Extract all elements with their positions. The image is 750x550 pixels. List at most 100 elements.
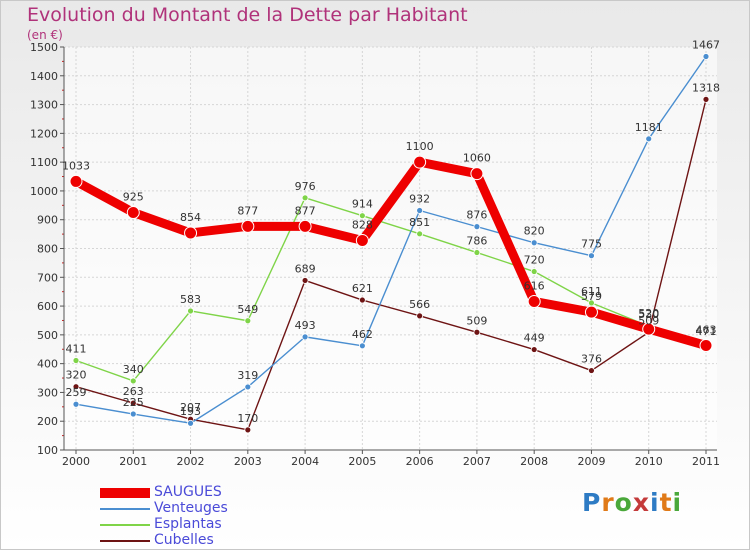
data-point-venteuges xyxy=(358,342,366,350)
data-label-venteuges: 1181 xyxy=(635,121,663,134)
data-label-esplantas: 583 xyxy=(180,293,201,306)
data-point-venteuges xyxy=(473,223,481,231)
data-label-venteuges: 259 xyxy=(66,386,87,399)
brand-logo: Proxiti xyxy=(582,488,682,517)
data-point-venteuges xyxy=(588,252,595,260)
data-point-saugues xyxy=(642,322,656,336)
y-tick-label: 1100 xyxy=(30,156,58,169)
data-point-venteuges xyxy=(702,53,710,60)
data-point-saugues xyxy=(413,155,427,169)
data-point-esplantas xyxy=(530,268,538,275)
data-point-venteuges xyxy=(416,207,424,214)
x-tick-label: 2011 xyxy=(692,455,720,468)
data-label-cubelles: 1318 xyxy=(692,81,720,94)
data-label-saugues: 616 xyxy=(524,279,545,292)
data-label-cubelles: 509 xyxy=(466,314,487,327)
data-label-cubelles: 509 xyxy=(638,314,659,327)
data-point-saugues xyxy=(470,167,484,181)
data-label-esplantas: 340 xyxy=(123,363,144,376)
data-label-saugues: 1060 xyxy=(463,152,491,165)
x-tick-label: 2002 xyxy=(177,455,205,468)
y-tick-label: 200 xyxy=(37,415,58,428)
data-label-venteuges: 1467 xyxy=(692,38,720,51)
series-line-venteuges xyxy=(75,55,707,424)
y-tick-label: 800 xyxy=(37,243,58,256)
series-lines xyxy=(69,53,713,434)
x-tick-label: 2004 xyxy=(291,455,319,468)
data-label-venteuges: 319 xyxy=(237,369,258,382)
data-point-saugues xyxy=(126,206,140,220)
legend-label-venteuges: Venteuges xyxy=(154,500,228,516)
data-label-saugues: 520 xyxy=(638,307,659,320)
data-label-cubelles: 449 xyxy=(524,332,545,345)
data-point-esplantas xyxy=(358,212,366,220)
data-labels: 1033 925 854 877 877 828 1100 1060 616 579 520 463 2… xyxy=(62,38,720,424)
data-point-venteuges xyxy=(72,400,80,408)
series-line-esplantas xyxy=(75,197,707,382)
brand-letter: i xyxy=(672,488,683,517)
data-label-cubelles: 689 xyxy=(295,262,316,275)
data-point-esplantas xyxy=(473,249,481,256)
y-tick-label: 300 xyxy=(37,386,58,399)
legend-label-saugues: SAUGUES xyxy=(154,484,222,500)
data-point-cubelles xyxy=(244,426,252,434)
brand-letter: P xyxy=(582,488,602,517)
data-label-esplantas: 851 xyxy=(409,216,430,229)
y-tick-label: 600 xyxy=(37,300,58,313)
data-label-venteuges: 193 xyxy=(180,405,201,418)
data-point-venteuges xyxy=(244,383,252,391)
brand-letter: r xyxy=(601,488,615,517)
data-point-saugues xyxy=(298,219,312,233)
data-label-venteuges: 775 xyxy=(581,238,602,251)
data-label-venteuges: 462 xyxy=(352,328,373,341)
brand-letter: t xyxy=(659,488,673,517)
data-point-esplantas xyxy=(72,357,80,364)
x-tick-label: 2007 xyxy=(463,455,491,468)
data-point-esplantas xyxy=(301,194,309,202)
data-label-cubelles: 207 xyxy=(180,401,201,414)
data-label-venteuges: 820 xyxy=(524,225,545,238)
x-tick-label: 2003 xyxy=(234,455,262,468)
y-tick-label: 900 xyxy=(37,214,58,227)
data-point-saugues xyxy=(527,294,541,308)
data-point-venteuges xyxy=(301,333,309,341)
brand-letter: i xyxy=(650,488,660,517)
y-tick-label: 100 xyxy=(37,444,58,457)
data-label-venteuges: 225 xyxy=(123,396,144,409)
data-point-cubelles xyxy=(473,328,481,336)
data-point-cubelles xyxy=(416,312,424,320)
legend-label-esplantas: Esplantas xyxy=(154,516,222,532)
legend-swatch-cubelles xyxy=(100,540,150,542)
y-tick-label: 1500 xyxy=(30,41,58,54)
y-tick-label: 1300 xyxy=(30,99,58,112)
data-label-saugues: 877 xyxy=(295,204,316,217)
y-tick-label: 400 xyxy=(37,358,58,371)
data-label-cubelles: 621 xyxy=(352,282,373,295)
brand-letter: x xyxy=(632,488,650,517)
x-tick-label: 2009 xyxy=(577,455,605,468)
data-label-esplantas: 720 xyxy=(524,254,545,267)
data-point-cubelles xyxy=(129,399,137,407)
y-tick-label: 1400 xyxy=(30,70,58,83)
data-label-saugues: 1033 xyxy=(62,159,90,172)
data-label-saugues: 1100 xyxy=(406,140,434,153)
data-label-esplantas: 471 xyxy=(696,325,717,338)
data-label-esplantas: 530 xyxy=(638,308,659,321)
data-point-cubelles xyxy=(301,277,309,284)
y-tick-label: 1000 xyxy=(30,185,58,198)
data-point-cubelles xyxy=(588,367,595,374)
data-label-esplantas: 914 xyxy=(352,198,373,211)
data-label-esplantas: 549 xyxy=(237,303,258,316)
chart-title: Evolution du Montant de la Dette par Hab… xyxy=(27,4,468,26)
data-point-cubelles xyxy=(358,296,366,304)
data-point-saugues xyxy=(584,305,598,319)
data-point-esplantas xyxy=(187,307,194,315)
data-label-esplantas: 976 xyxy=(295,180,316,193)
x-tick-label: 2008 xyxy=(520,455,548,468)
data-point-saugues xyxy=(241,219,255,233)
x-tick-label: 2010 xyxy=(635,455,663,468)
data-label-esplantas: 411 xyxy=(66,342,87,355)
data-point-cubelles xyxy=(702,95,710,103)
grid xyxy=(64,46,717,451)
